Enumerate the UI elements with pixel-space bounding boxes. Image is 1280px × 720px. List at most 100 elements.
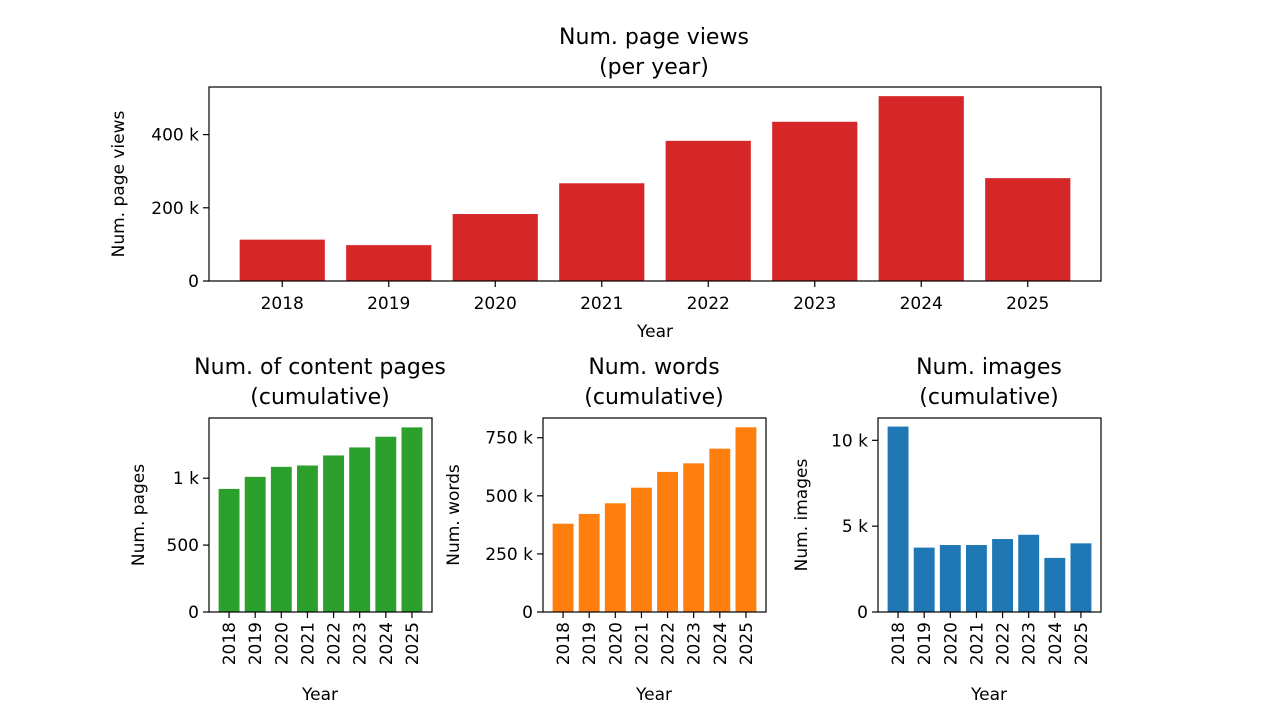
images-x-tick-label: 2024 [1046, 622, 1066, 665]
page-views-axes-frame [208, 86, 1102, 282]
page-views-x-axis-label: Year [636, 322, 673, 342]
words-axes-frame [542, 417, 767, 613]
views-y-tick-label: 400 k [151, 126, 199, 146]
images-chart: Num. images (cumulative) 0 5 k 10 k 2018 20… [792, 355, 1102, 705]
words-x-tick-label: 2022 [659, 622, 679, 665]
words-y-tick-label: 750 k [485, 429, 533, 449]
pages-x-tick-label: 2020 [272, 622, 292, 665]
pages-bar-2022 [323, 455, 345, 612]
pages-x-tick-label: 2025 [403, 622, 423, 665]
words-bar-2021 [630, 487, 652, 612]
words-bar-2018 [552, 523, 574, 612]
pages-y-tick-label: 0 [188, 603, 199, 623]
words-title-line1: Num. words [588, 355, 719, 380]
page-views-chart: Num. page views (per year) 0 200 k 400 k 2… [109, 25, 1102, 342]
pages-y-tick-label: 500 [167, 536, 199, 556]
words-x-tick-label: 2018 [554, 622, 574, 665]
views-bar-2022 [665, 140, 751, 281]
words-x-tick-label: 2021 [632, 622, 652, 665]
words-x-tick-label: 2023 [685, 622, 705, 665]
images-title-line1: Num. images [916, 355, 1062, 380]
pages-x-tick-label: 2022 [325, 622, 345, 665]
content-pages-x-axis-label: Year [301, 685, 338, 705]
pages-x-tick-label: 2018 [220, 622, 240, 665]
images-y-tick-label: 10 k [831, 431, 868, 451]
content-pages-title-line1: Num. of content pages [194, 355, 446, 380]
pages-x-tick-label: 2024 [377, 622, 397, 665]
content-pages-title-line2: (cumulative) [250, 385, 389, 410]
pages-bar-2019 [244, 476, 266, 612]
views-x-tick-label: 2023 [793, 294, 836, 314]
images-x-tick-label: 2019 [915, 622, 935, 665]
images-bar-2020 [939, 545, 961, 612]
words-bar-2023 [683, 463, 705, 612]
images-bar-2019 [913, 547, 935, 612]
pages-bar-2021 [296, 465, 318, 612]
words-x-tick-label: 2025 [737, 622, 757, 665]
views-x-tick-label: 2021 [580, 294, 623, 314]
words-x-tick-label: 2024 [711, 622, 731, 665]
words-x-tick-label: 2019 [580, 622, 600, 665]
pages-x-tick-label: 2021 [298, 622, 318, 665]
views-x-tick-label: 2020 [474, 294, 517, 314]
images-x-tick-label: 2023 [1020, 622, 1040, 665]
views-x-tick-label: 2018 [261, 294, 304, 314]
views-bar-2025 [985, 178, 1071, 281]
pages-x-tick-label: 2019 [246, 622, 266, 665]
page-views-title-line2: (per year) [599, 55, 709, 80]
images-bar-2025 [1070, 543, 1092, 612]
views-bar-2021 [559, 183, 645, 281]
images-x-tick-label: 2020 [941, 622, 961, 665]
images-x-tick-label: 2022 [994, 622, 1014, 665]
images-axes-frame [877, 417, 1102, 613]
images-bar-2021 [965, 545, 987, 612]
views-bar-2018 [239, 239, 325, 281]
pages-x-tick-label: 2023 [351, 622, 371, 665]
images-bar-2022 [992, 539, 1014, 612]
pages-y-tick-label: 1 k [173, 469, 199, 489]
images-bar-2023 [1018, 534, 1040, 612]
words-bar-2022 [657, 471, 679, 612]
words-x-axis-label: Year [635, 685, 672, 705]
images-y-tick-label: 5 k [842, 517, 868, 537]
images-x-tick-label: 2025 [1072, 622, 1092, 665]
views-x-tick-label: 2019 [367, 294, 410, 314]
views-bar-2019 [346, 245, 432, 281]
words-bar-2024 [709, 448, 731, 612]
views-bar-2023 [772, 121, 858, 282]
content-pages-axes-frame [208, 417, 433, 613]
pages-bar-2025 [401, 427, 423, 612]
content-pages-y-axis-label: Num. pages [129, 464, 149, 566]
pages-bar-2024 [375, 436, 397, 612]
page-views-title-line1: Num. page views [559, 25, 749, 50]
words-x-tick-label: 2020 [606, 622, 626, 665]
words-bar-2020 [604, 503, 626, 612]
images-bar-2018 [887, 426, 909, 612]
images-x-tick-label: 2021 [967, 622, 987, 665]
images-y-tick-label: 0 [857, 603, 868, 623]
words-y-tick-label: 500 k [485, 487, 533, 507]
images-x-axis-label: Year [970, 685, 1007, 705]
page-views-y-axis-label: Num. page views [109, 110, 129, 257]
pages-bar-2018 [218, 488, 240, 612]
images-title-line2: (cumulative) [919, 385, 1058, 410]
views-y-tick-label: 0 [188, 272, 199, 292]
words-y-axis-label: Num. words [444, 464, 464, 566]
views-bar-2024 [878, 96, 964, 282]
words-bar-2019 [578, 513, 600, 612]
words-title-line2: (cumulative) [584, 385, 723, 410]
words-chart: Num. words (cumulative) 0 250 k 500 k 750 k… [444, 355, 767, 705]
words-y-tick-label: 0 [522, 603, 533, 623]
images-bar-2024 [1044, 557, 1066, 612]
views-y-tick-label: 200 k [151, 199, 199, 219]
words-y-tick-label: 250 k [485, 545, 533, 565]
views-x-tick-label: 2024 [900, 294, 943, 314]
views-x-tick-label: 2025 [1006, 294, 1049, 314]
images-y-axis-label: Num. images [792, 459, 812, 572]
pages-bar-2020 [270, 466, 292, 612]
content-pages-chart: Num. of content pages (cumulative) 0 500 1… [129, 355, 446, 705]
images-x-tick-label: 2018 [889, 622, 909, 665]
pages-bar-2023 [349, 447, 371, 612]
views-x-tick-label: 2022 [687, 294, 730, 314]
